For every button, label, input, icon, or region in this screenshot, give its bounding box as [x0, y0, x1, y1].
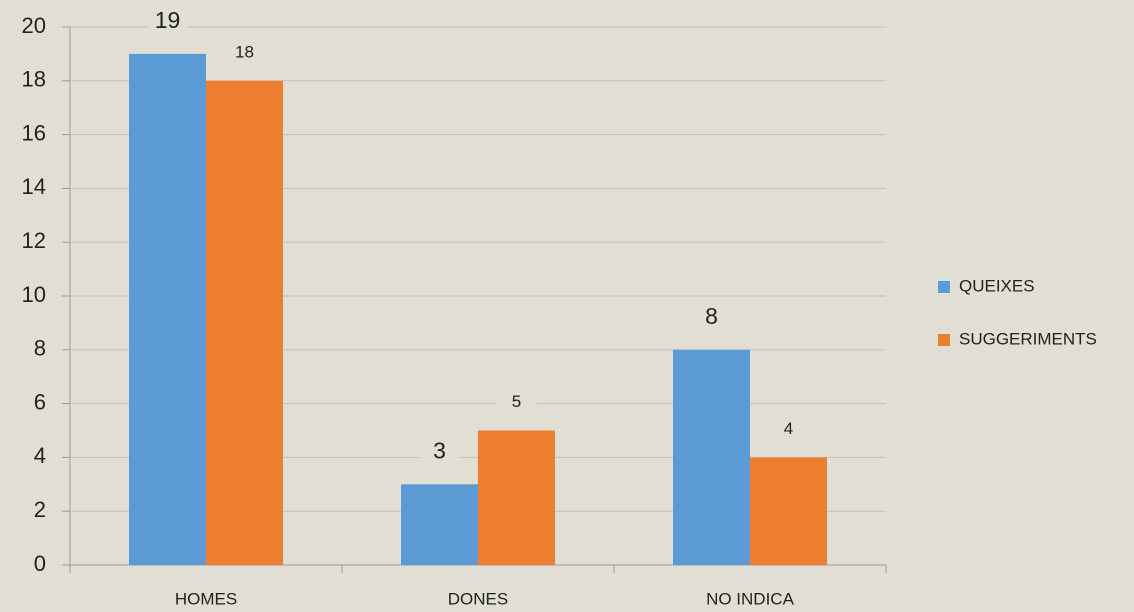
x-tick-label: HOMES: [175, 589, 237, 608]
data-label: 3: [433, 437, 446, 463]
data-label-bg: [224, 38, 265, 67]
y-tick-label: 8: [34, 336, 46, 361]
data-label: 18: [235, 42, 254, 61]
x-tick-label: NO INDICA: [706, 589, 795, 608]
y-tick-label: 20: [22, 13, 46, 38]
data-label-bg: [419, 438, 460, 467]
bar: [401, 484, 478, 565]
legend-swatch: [938, 334, 950, 346]
x-tick-label: DONES: [448, 589, 508, 608]
y-tick-label: 2: [34, 497, 46, 522]
bar: [129, 53, 206, 566]
data-label: 5: [512, 392, 521, 411]
y-tick-label: 16: [22, 120, 46, 145]
y-tick-label: 18: [22, 67, 46, 92]
y-tick-label: 14: [22, 174, 46, 199]
legend-label: QUEIXES: [959, 276, 1035, 295]
bar: [478, 430, 555, 565]
y-tick-label: 0: [34, 551, 46, 576]
y-tick-label: 6: [34, 389, 46, 414]
y-tick-label: 10: [22, 282, 46, 307]
bar: [206, 80, 283, 566]
data-label-bg: [768, 415, 809, 444]
data-label-bg: [147, 7, 188, 36]
bar: [750, 457, 827, 565]
data-label: 8: [705, 303, 718, 329]
y-tick-label: 12: [22, 228, 46, 253]
y-tick-label: 4: [34, 443, 46, 468]
data-label-bg: [691, 303, 732, 332]
legend-swatch: [938, 281, 950, 293]
legend-label: SUGGERIMENTS: [959, 329, 1097, 348]
bar: [673, 349, 750, 565]
data-label: 4: [784, 419, 793, 438]
data-label-bg: [496, 388, 537, 417]
data-label: 19: [155, 7, 181, 33]
